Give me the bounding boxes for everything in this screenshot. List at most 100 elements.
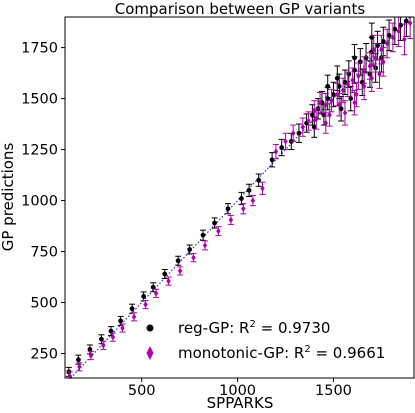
data-point xyxy=(187,247,193,252)
data-point xyxy=(260,185,265,192)
legend-label-monotonic-gp: monotonic-GP: R2 = 0.9661 xyxy=(178,344,385,362)
data-point xyxy=(384,40,390,47)
data-point xyxy=(101,342,106,349)
data-point xyxy=(396,28,401,35)
x-tick-label: 500 xyxy=(128,383,156,399)
data-point xyxy=(340,87,346,94)
data-point xyxy=(352,99,357,106)
data-point xyxy=(325,83,331,89)
y-axis: 250 500 750 1000 1250 1500 1750 xyxy=(21,41,65,363)
x-axis-label: SPPARKS xyxy=(207,394,274,412)
data-point xyxy=(143,301,148,308)
data-point xyxy=(202,242,208,249)
data-point xyxy=(216,227,221,235)
data-point xyxy=(314,115,319,123)
data-point xyxy=(323,101,328,108)
data-point xyxy=(273,148,279,155)
data-point xyxy=(392,26,398,32)
data-point xyxy=(283,138,288,145)
data-point xyxy=(129,306,135,312)
data-point xyxy=(118,318,124,324)
data-point xyxy=(120,324,125,332)
data-point xyxy=(337,101,342,108)
data-point xyxy=(162,271,168,277)
y-tick-label: 1000 xyxy=(21,194,58,210)
data-point xyxy=(348,96,354,101)
data-point xyxy=(76,357,81,363)
series-layer xyxy=(65,16,414,380)
data-point xyxy=(212,220,217,226)
data-point xyxy=(246,187,252,193)
data-point xyxy=(352,55,357,61)
data-point xyxy=(369,74,375,82)
legend-marker-reg-gp xyxy=(146,324,154,332)
data-point xyxy=(335,91,340,98)
data-point xyxy=(342,79,348,85)
data-point xyxy=(269,157,275,163)
legend: reg-GP: R2 = 0.9730 monotonic-GP: R2 = 0… xyxy=(146,319,385,362)
data-point xyxy=(327,111,332,119)
x-tick-label: 1000 xyxy=(219,383,256,399)
y-tick-label: 1250 xyxy=(21,143,58,159)
data-point xyxy=(331,92,336,97)
data-point xyxy=(241,205,246,212)
data-point xyxy=(88,352,94,359)
data-point xyxy=(175,258,181,264)
y-tick-label: 500 xyxy=(30,296,58,312)
y-tick-label: 1750 xyxy=(21,41,58,57)
data-point xyxy=(306,117,311,125)
data-point xyxy=(290,130,296,137)
data-point xyxy=(309,112,315,118)
data-point xyxy=(380,39,386,44)
data-point xyxy=(108,328,114,334)
data-point xyxy=(99,336,104,342)
data-point xyxy=(153,290,159,297)
data-point xyxy=(361,66,367,74)
data-point xyxy=(334,75,340,81)
data-point xyxy=(110,334,116,341)
data-point xyxy=(381,58,386,66)
data-point xyxy=(317,99,323,106)
data-point xyxy=(375,43,380,48)
data-point xyxy=(369,34,375,40)
data-point xyxy=(311,124,317,130)
legend-marker-monotonic-gp xyxy=(146,346,154,360)
data-point xyxy=(300,123,305,131)
y-tick-label: 750 xyxy=(30,245,58,261)
y-tick-label: 250 xyxy=(30,347,58,363)
data-point xyxy=(342,109,348,117)
data-point xyxy=(407,19,413,27)
data-point xyxy=(191,254,196,261)
data-point xyxy=(356,72,361,80)
data-point xyxy=(354,91,359,98)
data-point xyxy=(390,34,396,41)
data-point xyxy=(141,294,147,299)
data-point xyxy=(386,32,392,38)
x-axis: 500 1000 1500 xyxy=(128,378,352,399)
data-point xyxy=(177,267,183,275)
data-point xyxy=(279,145,285,150)
data-point xyxy=(166,277,171,285)
y-tick-label: 1500 xyxy=(21,92,58,108)
data-point xyxy=(296,130,302,136)
data-point xyxy=(200,232,206,238)
data-point xyxy=(329,97,334,104)
data-point xyxy=(323,119,328,127)
x-tick-label: 1500 xyxy=(315,383,352,399)
data-point xyxy=(336,83,342,89)
chart-title: Comparison between GP variants xyxy=(115,0,366,18)
data-point xyxy=(403,18,409,24)
data-point xyxy=(77,363,82,370)
data-point xyxy=(371,46,376,53)
data-point xyxy=(239,196,244,201)
data-point xyxy=(402,36,407,43)
data-point xyxy=(361,83,367,90)
legend-label-reg-gp: reg-GP: R2 = 0.9730 xyxy=(178,319,330,337)
data-point xyxy=(256,177,262,183)
plot-frame xyxy=(64,16,415,379)
data-point xyxy=(338,106,344,112)
data-point xyxy=(225,206,231,212)
data-point xyxy=(250,197,256,204)
data-point xyxy=(131,313,137,321)
